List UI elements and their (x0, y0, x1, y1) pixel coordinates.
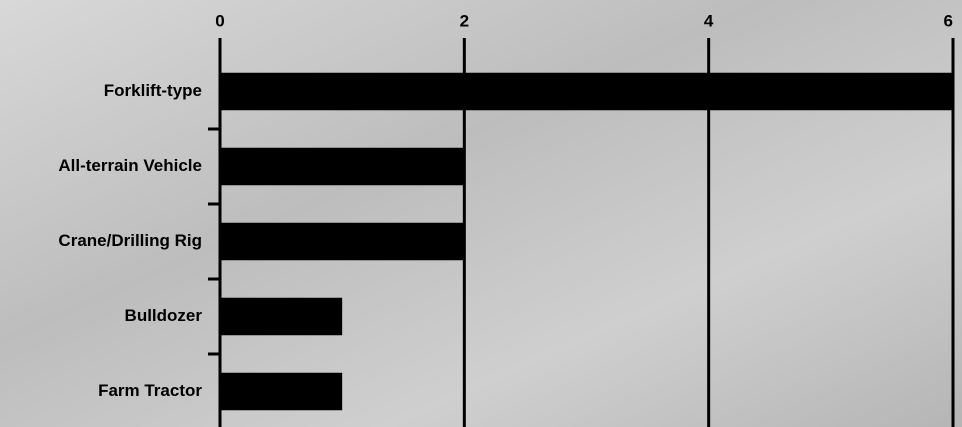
y-tick-label: Farm Tractor (98, 381, 202, 400)
x-tick-label: 0 (215, 11, 224, 30)
y-tick-label: All-terrain Vehicle (58, 156, 202, 175)
bar (220, 372, 343, 411)
x-tick-label: 6 (944, 11, 953, 30)
category-ticks (208, 127, 220, 356)
x-tick-label: 4 (704, 11, 714, 30)
bar (220, 147, 465, 186)
y-tick-label: Forklift-type (104, 81, 202, 100)
bar (220, 72, 953, 111)
bar (220, 222, 465, 261)
x-tick-label: 2 (460, 11, 469, 30)
bar (220, 297, 343, 336)
y-tick-label: Crane/Drilling Rig (58, 231, 202, 250)
y-tick-label: Bulldozer (125, 306, 203, 325)
